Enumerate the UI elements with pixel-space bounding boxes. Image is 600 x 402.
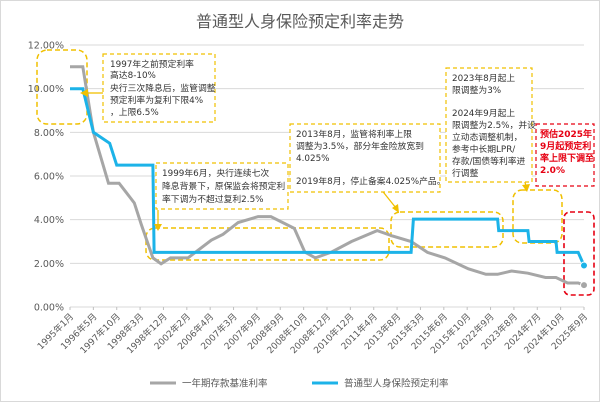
arrowhead-2013 bbox=[392, 204, 399, 213]
y-tick-label: 12.00% bbox=[28, 41, 64, 52]
y-tick-label: 10.00% bbox=[28, 84, 64, 95]
arrowhead-1997 bbox=[80, 89, 88, 97]
arrowhead-1999 bbox=[154, 224, 162, 231]
y-tick-label: 4.00% bbox=[34, 215, 64, 226]
y-tick-label: 6.00% bbox=[34, 172, 64, 183]
y-tick-label: 2.00% bbox=[34, 259, 64, 270]
legend: 一年期存款基准利率 普通型人身保险预定利率 bbox=[150, 378, 449, 390]
series-line-2 bbox=[70, 87, 586, 267]
annotation-1997: 1997年之前预定利率高达8-10%央行三次降息后，监管调整预定利率为复利下限4… bbox=[102, 53, 216, 123]
annotation-1999: 1999年6月，央行连续七次降息背景下，原保监会将预定利率下调为不超过复利2.5… bbox=[155, 162, 289, 210]
series-lines bbox=[70, 65, 586, 287]
legend-label-1: 一年期存款基准利率 bbox=[182, 378, 268, 390]
series-markers bbox=[580, 261, 588, 290]
annotation-2013-text: 2013年8月，监管将利率上限调整为3.5%，部分年金险放宽到 4.025% 201… bbox=[296, 128, 446, 187]
annotation-2023: 2023年8月起上限调整为3% 2024年9月起上限调整为2.5%，并设立动态调整… bbox=[445, 67, 536, 183]
annotation-1997-text: 1997年之前预定利率高达8-10%央行三次降息后，监管调整预定利率为复利下限4… bbox=[110, 58, 216, 118]
y-tick-label: 0.00% bbox=[34, 303, 64, 314]
chart-title: 普通型人身保险预定利率走势 bbox=[196, 12, 404, 31]
x-axis: 1995年1月1996年5月1997年10月1998年3月1998年12月200… bbox=[35, 307, 590, 356]
annotation-2013: 2013年8月，监管将利率上限调整为3.5%，部分年金险放宽到 4.025% 201… bbox=[289, 123, 446, 193]
y-axis: 0.00% 2.00% 4.00% 6.00% 8.00% 10.00% 12.00% bbox=[28, 41, 64, 314]
y-tick-label: 8.00% bbox=[34, 128, 64, 139]
annotation-2023-text: 2023年8月起上限调整为3% 2024年9月起上限调整为2.5%，并设立动态调整… bbox=[452, 72, 536, 179]
series-end-marker-1 bbox=[580, 281, 588, 290]
series-end-marker-2 bbox=[580, 261, 588, 270]
annotation-1999-text: 1999年6月，央行连续七次降息背景下，原保监会将预定利率下调为不超过复利2.5… bbox=[162, 167, 285, 205]
legend-label-2: 普通型人身保险预定利率 bbox=[344, 378, 449, 390]
annotation-2025-text: 预估2025年 9月起预定利率上限下调至 2.0% bbox=[540, 128, 594, 176]
arrowhead-2023 bbox=[522, 184, 530, 192]
callout-box-1999 bbox=[145, 227, 390, 261]
series-line-1 bbox=[70, 65, 585, 287]
annotation-2025: 预估2025年 9月起预定利率上限下调至 2.0% bbox=[535, 123, 595, 187]
callout-box-2023 bbox=[512, 189, 563, 244]
